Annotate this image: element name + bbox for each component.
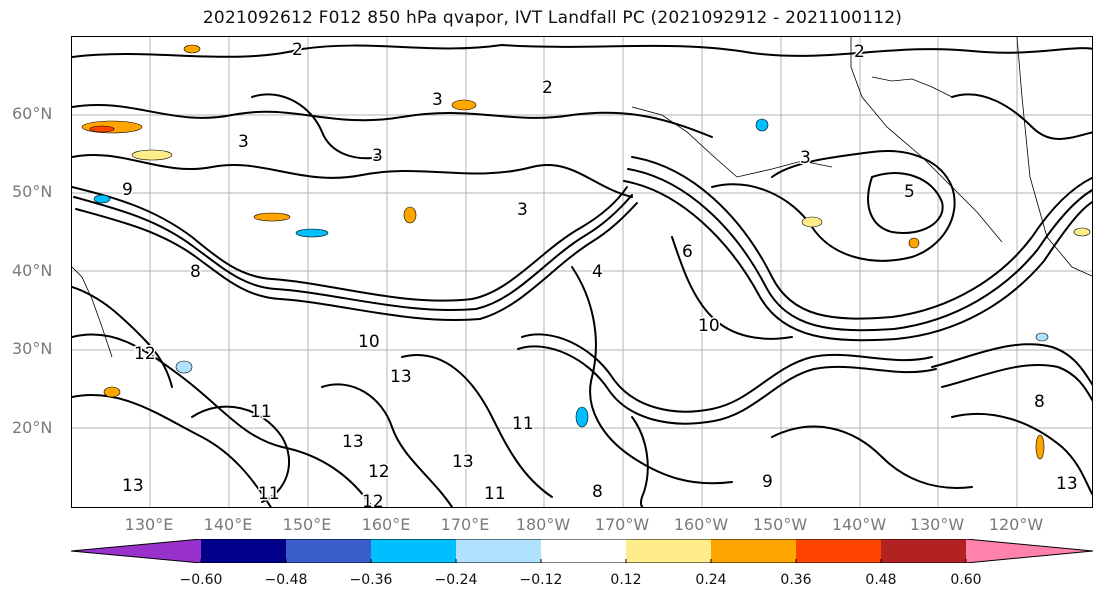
- lon-label: 130°E: [124, 515, 174, 534]
- colorbar-tick-label: 0.36: [780, 572, 812, 588]
- coastlines: [72, 37, 1092, 358]
- colorbar-ticks: [200, 559, 967, 563]
- contour-label: 11: [512, 414, 534, 434]
- contour-map: 2 2 2 3 3 3 3 3 5 6 4 9 8 10 10 12 13 11…: [72, 37, 1092, 508]
- lat-label: 60°N: [12, 104, 53, 123]
- contour-label: 3: [238, 132, 249, 152]
- lon-label: 150°E: [282, 515, 332, 534]
- colorbar-segment: [881, 539, 966, 563]
- lon-label: 120°W: [988, 515, 1044, 534]
- lon-label: 170°W: [594, 515, 650, 534]
- colorbar-segment: [711, 539, 796, 563]
- colorbar-tick-label: −0.12: [519, 572, 563, 588]
- contour-label: 10: [698, 316, 720, 336]
- contour-label: 13: [342, 432, 364, 452]
- contour-label: 13: [390, 367, 412, 387]
- lon-label: 140°W: [831, 515, 887, 534]
- colorbar-tick-label: −0.48: [264, 572, 308, 588]
- contour-label: 3: [372, 146, 383, 166]
- contour-label: 5: [904, 182, 915, 202]
- lon-label: 170°E: [440, 515, 490, 534]
- contour-label: 2: [292, 40, 303, 60]
- colorbar-tick-label: −0.36: [349, 572, 393, 588]
- colorbar-extend-high: [966, 539, 1093, 563]
- colorbar-segment: [626, 539, 711, 563]
- colorbar-tick-label: −0.60: [179, 572, 223, 588]
- lat-label: 20°N: [12, 418, 53, 437]
- contour-label: 3: [432, 90, 443, 110]
- colorbar-tick-label: 0.60: [950, 572, 982, 588]
- lon-label: 160°E: [361, 515, 411, 534]
- lat-label: 30°N: [12, 339, 53, 358]
- lon-label: 130°W: [909, 515, 965, 534]
- contour-label: 8: [1034, 392, 1045, 412]
- contour-label: 2: [542, 78, 553, 98]
- map-panel[interactable]: 2 2 2 3 3 3 3 3 5 6 4 9 8 10 10 12 13 11…: [71, 36, 1093, 508]
- contour-labels: 2 2 2 3 3 3 3 3 5 6 4 9 8 10 10 12 13 11…: [121, 39, 1080, 508]
- lon-label: 180°W: [515, 515, 571, 534]
- lon-label: 150°W: [752, 515, 808, 534]
- colorbar-segment: [371, 539, 456, 563]
- colorbar-segment: [456, 539, 541, 563]
- contour-label: 8: [190, 262, 201, 282]
- contour-label: 12: [368, 462, 390, 482]
- colorbar: [71, 539, 1093, 563]
- contour-label: 12: [134, 344, 156, 364]
- colorbar-segment: [201, 539, 286, 563]
- contour-label: 11: [484, 484, 506, 504]
- lon-label: 140°E: [203, 515, 253, 534]
- contour-label: 3: [517, 200, 528, 220]
- contour-label: 9: [762, 472, 773, 492]
- contour-label: 9: [122, 180, 133, 200]
- colorbar-segments: [71, 539, 1093, 563]
- colorbar-tick-label: 0.24: [695, 572, 727, 588]
- contour-label: 11: [250, 402, 272, 422]
- lat-label: 50°N: [12, 182, 53, 201]
- colorbar-tick-label: −0.24: [434, 572, 478, 588]
- colorbar-segment: [796, 539, 881, 563]
- contour-label: 6: [682, 242, 693, 262]
- lat-label: 40°N: [12, 261, 53, 280]
- contour-label: 8: [592, 482, 603, 502]
- lon-label: 160°W: [673, 515, 729, 534]
- contour-label: 12: [362, 492, 384, 508]
- contour-label: 13: [452, 452, 474, 472]
- contour-label: 13: [1056, 474, 1078, 494]
- graticule: [72, 37, 1092, 507]
- colorbar-segment: [286, 539, 371, 563]
- contour-label: 11: [258, 484, 280, 504]
- contour-label: 3: [800, 148, 811, 168]
- qvapor-contours: [72, 43, 1092, 507]
- contour-label: 10: [358, 332, 380, 352]
- colorbar-tick-label: 0.48: [865, 572, 897, 588]
- pc-shading: [81, 44, 1091, 460]
- map-title: 2021092612 F012 850 hPa qvapor, IVT Land…: [202, 8, 903, 28]
- colorbar-extend-low: [71, 539, 201, 563]
- contour-label: 2: [854, 42, 865, 62]
- contour-label: 13: [122, 476, 144, 496]
- colorbar-tick-label: 0.12: [610, 572, 642, 588]
- contour-label: 4: [592, 262, 603, 282]
- colorbar-segment: [541, 539, 626, 563]
